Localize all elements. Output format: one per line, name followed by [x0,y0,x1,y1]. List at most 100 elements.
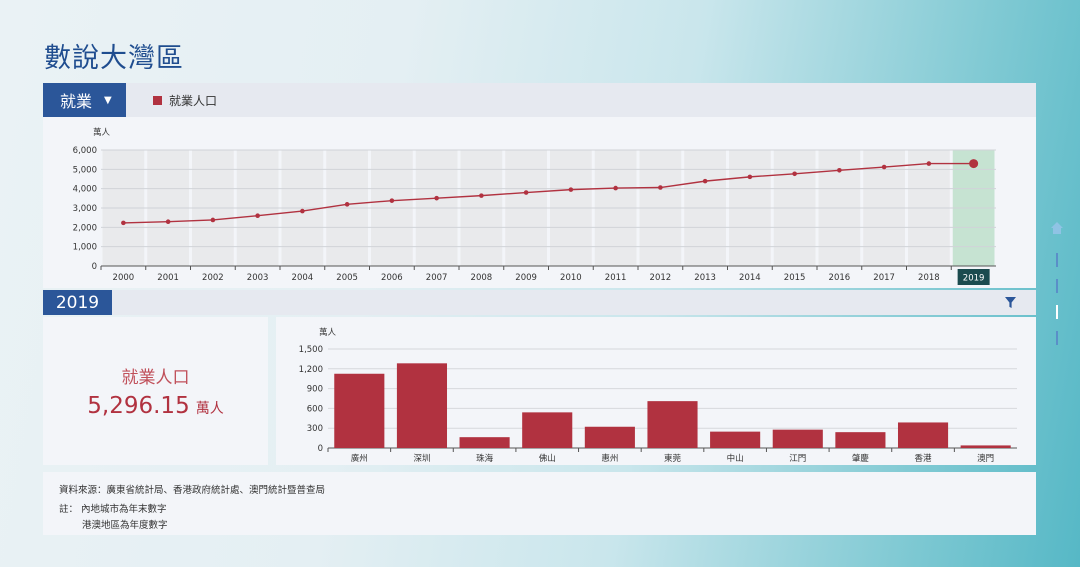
data-point[interactable] [300,208,305,214]
data-point[interactable] [702,178,708,184]
y-tick-label: 600 [307,404,323,414]
x-tick-label[interactable]: 珠海 [476,453,494,464]
selected-year-tab[interactable]: 2019 [43,290,112,315]
x-tick-label[interactable]: 2014 [739,273,761,283]
x-tick-label[interactable]: 肇慶 [852,453,870,464]
selected-year-marker[interactable] [957,269,990,285]
x-tick-label[interactable]: 2008 [471,273,493,283]
y-tick-label: 1,200 [299,365,323,375]
y-tick-label: 0 [318,444,323,454]
x-tick-label[interactable]: 2001 [157,273,179,283]
x-tick-label[interactable]: 澳門 [977,453,994,464]
data-point[interactable] [389,198,395,203]
x-tick-label[interactable]: 2007 [426,273,448,283]
y-tick-label: 1,000 [73,243,97,253]
data-point-selected[interactable] [969,159,979,169]
data-point[interactable] [255,213,260,219]
bar[interactable] [835,432,886,448]
data-point[interactable] [792,171,797,177]
stat-panel: 就業人口 5,296.15 萬人 [43,317,268,465]
stat-unit: 萬人 [195,401,224,417]
bar[interactable] [396,363,448,448]
footnote-2: 港澳地區為年度數字 [82,520,168,531]
home-icon[interactable] [1051,222,1063,234]
x-tick-label[interactable]: 2004 [292,273,314,283]
y-tick-label: 900 [307,385,323,395]
x-tick-label[interactable]: 2002 [202,273,224,283]
x-tick-label[interactable]: 惠州 [601,453,618,464]
y-tick-label: 6,000 [73,146,97,156]
bar[interactable] [710,431,761,448]
data-point[interactable] [658,185,663,190]
y-tick-label: 4,000 [73,185,97,195]
data-point[interactable] [837,168,842,173]
x-tick-label[interactable]: 2010 [560,273,582,283]
x-tick-label[interactable]: 2012 [650,273,672,283]
caret-down-icon: ▼ [104,94,112,106]
section-nav [1049,222,1065,362]
data-point[interactable] [523,190,529,195]
bar[interactable] [960,445,1011,448]
section-nav-dot-active[interactable] [1056,305,1058,319]
bar[interactable] [647,401,698,448]
x-tick-label[interactable]: 2003 [247,273,269,283]
category-dropdown-label: 就業 [60,92,93,111]
data-point[interactable] [926,161,932,166]
section-nav-dot[interactable] [1056,253,1058,267]
x-tick-label[interactable]: 香港 [915,453,933,464]
section-nav-dot[interactable] [1056,331,1058,345]
x-tick-label[interactable]: 2018 [918,273,940,283]
x-tick-label[interactable]: 2006 [381,273,403,283]
x-tick-label[interactable]: 2005 [336,273,358,283]
bar[interactable] [459,437,510,448]
x-tick-label[interactable]: 中山 [727,453,744,464]
x-tick-label[interactable]: 2016 [829,273,851,283]
section-nav-dot[interactable] [1056,279,1058,293]
bar-chart: 0 300 600 900 1,200 1,500 廣州 深圳 珠海 佛山 惠州 東莞 中山 江門 肇慶 香… [299,327,1017,464]
page-title: 數說大灣區 [44,43,184,74]
data-point[interactable] [568,187,574,192]
legend[interactable]: 就業人口 [153,92,217,109]
bar[interactable] [522,412,573,448]
x-tick-label[interactable]: 廣州 [351,453,368,464]
x-tick-label[interactable]: 2009 [515,273,537,283]
data-point[interactable] [434,195,439,201]
bar[interactable] [897,422,949,448]
data-point[interactable] [613,185,618,191]
bar[interactable] [334,373,385,448]
bar[interactable] [584,426,635,448]
data-point[interactable] [747,174,753,180]
x-tick-label[interactable]: 佛山 [539,453,556,464]
data-point[interactable] [165,219,171,225]
x-tick-label[interactable]: 深圳 [413,453,430,464]
y-tick-label: 3,000 [73,204,97,214]
line-chart-panel: 就業 ▼ 就業人口 0 1,000 2,000 3,000 4,000 5,000 6,00… [43,83,1036,288]
x-tick-label-selected[interactable]: 2019 [963,274,985,284]
stat-value: 5,296.15 [87,393,190,419]
bar[interactable] [772,429,823,448]
x-tick-label[interactable]: 2015 [784,273,806,283]
notes-panel: 資料來源：廣東省統計局、香港政府統計處、澳門統計暨普查局 註： 內地城市為年末數… [43,472,1036,535]
x-tick-label[interactable]: 江門 [789,454,806,464]
data-point[interactable] [881,164,887,170]
x-tick-label[interactable]: 2017 [873,273,895,283]
bar-chart-panel: 0 300 600 900 1,200 1,500 廣州 深圳 珠海 佛山 惠州 東莞 中山 江門 肇慶 香… [276,317,1036,465]
data-point[interactable] [479,193,484,198]
data-point[interactable] [344,202,350,207]
stat-label: 就業人口 [121,368,190,388]
x-tick-label[interactable]: 2013 [694,273,716,283]
y-tick-label: 5,000 [73,165,97,175]
data-point[interactable] [210,217,216,223]
y-tick-label: 1,500 [299,345,323,355]
series-line-employment [123,162,974,224]
line-chart-y-axis-label: 萬人 [93,127,111,138]
x-tick-label[interactable]: 2000 [113,273,135,283]
source-note: 資料來源：廣東省統計局、香港政府統計處、澳門統計暨普查局 [59,485,326,496]
category-dropdown[interactable]: 就業 ▼ [43,83,126,117]
filter-icon[interactable] [1005,297,1016,308]
bar-chart-y-axis-label: 萬人 [319,327,337,338]
x-tick-label[interactable]: 2011 [605,273,627,283]
y-tick-label: 0 [92,262,97,272]
data-point[interactable] [121,220,126,226]
x-tick-label[interactable]: 東莞 [664,453,682,464]
